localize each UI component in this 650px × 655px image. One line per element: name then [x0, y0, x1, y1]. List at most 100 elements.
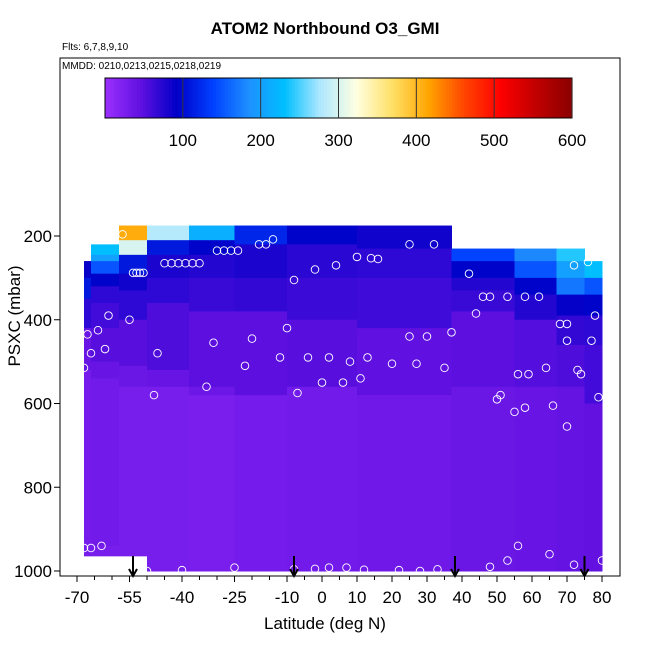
colorbar-segment	[469, 78, 474, 118]
colorbar-segment	[224, 78, 229, 118]
colorbar-segment	[151, 78, 156, 118]
colorbar-segment	[539, 78, 544, 118]
observation-point	[541, 363, 551, 373]
colorbar-segment	[309, 78, 313, 118]
colorbar-segment	[347, 78, 351, 118]
colorbar-segment	[207, 78, 211, 118]
colorbar-segment	[312, 78, 316, 118]
observation-point	[590, 311, 600, 320]
observation-point	[520, 292, 530, 301]
colorbar-segment	[335, 78, 340, 118]
observation-point	[83, 330, 92, 339]
colorbar-segment	[487, 78, 491, 118]
colorbar-segment	[163, 78, 167, 118]
heatmap-cell	[287, 244, 358, 279]
observation-point	[415, 566, 425, 576]
colorbar-segment	[218, 78, 223, 118]
heatmap-cell	[514, 386, 557, 572]
observation-point	[209, 338, 218, 348]
colorbar-segment	[548, 78, 553, 118]
heatmap-cell	[357, 395, 452, 572]
observation-point	[100, 344, 110, 354]
colorbar-segment	[370, 78, 375, 118]
observation-point	[457, 235, 467, 245]
observation-point	[331, 261, 341, 270]
colorbar-segment	[528, 78, 532, 118]
observation-point	[310, 265, 320, 274]
colorbar-segment	[361, 78, 366, 118]
colorbar-segment	[154, 78, 159, 118]
colorbar-segment	[283, 78, 287, 118]
observation-point	[597, 556, 607, 565]
observation-point	[342, 563, 351, 572]
colorbar-segment	[522, 78, 526, 118]
heatmap-cell	[119, 290, 148, 321]
observation-point	[324, 353, 334, 362]
colorbar-segment	[172, 78, 176, 118]
observation-point	[412, 359, 421, 368]
colorbar-segment	[183, 78, 188, 118]
colorbar-segment	[303, 78, 307, 118]
colorbar-segment	[504, 78, 509, 118]
colorbar-segment	[449, 78, 453, 118]
colorbar-segment	[475, 78, 480, 118]
colorbar-segment	[466, 78, 471, 118]
observation-point	[167, 258, 176, 268]
colorbar-segment	[391, 78, 395, 118]
observation-point	[139, 268, 148, 278]
heatmap-cell	[451, 311, 515, 388]
heatmap-cell	[451, 290, 515, 312]
heatmap-cell	[287, 225, 358, 245]
observation-point	[282, 323, 292, 333]
colorbar-segment	[212, 78, 217, 118]
colorbar-segment	[428, 78, 433, 118]
colorbar-segment	[420, 78, 424, 118]
heatmap-cell	[147, 370, 190, 388]
observation-point	[202, 382, 211, 392]
observation-point	[188, 258, 197, 268]
colorbar-segment	[166, 78, 170, 118]
colorbar-segment	[513, 78, 518, 118]
heatmap-cell	[234, 244, 288, 279]
heatmap-cell	[584, 315, 603, 346]
colorbar-segment	[201, 78, 205, 118]
colorbar-segment	[566, 78, 570, 118]
y-tick-label: 1000	[14, 562, 52, 581]
colorbar-segment	[385, 78, 389, 118]
observation-point	[142, 566, 152, 576]
observation-point	[338, 378, 348, 387]
colorbar-segment	[516, 78, 521, 118]
x-tick-label: 60	[523, 588, 542, 607]
colorbar-segment	[142, 78, 147, 118]
heatmap-cell	[147, 303, 190, 371]
colorbar-segment	[256, 78, 261, 118]
observation-point	[219, 246, 229, 255]
x-tick-label: 70	[558, 588, 577, 607]
colorbar-segment	[277, 78, 281, 118]
observation-point	[510, 407, 519, 417]
observation-point	[485, 562, 495, 572]
colorbar-segment	[440, 78, 445, 118]
heatmap-cell	[189, 240, 235, 256]
colorbar-segment	[437, 78, 442, 118]
colorbar-segment	[393, 78, 398, 118]
heatmap-cell	[119, 365, 148, 388]
colorbar-segment	[306, 78, 310, 118]
heatmap-cell	[189, 277, 235, 312]
observation-point	[394, 565, 404, 575]
colorbar-segment	[233, 78, 237, 118]
observation-point	[181, 258, 190, 268]
x-tick-label: -40	[170, 588, 195, 607]
observation-point	[289, 275, 299, 285]
colorbar-segment	[382, 78, 386, 118]
observation-point	[485, 292, 495, 301]
observation-point	[125, 315, 134, 325]
x-tick-label: 10	[348, 588, 367, 607]
heatmap-cell	[556, 294, 585, 317]
colorbar-segment	[329, 78, 334, 118]
colorbar-segment	[519, 78, 523, 118]
colorbar-segment	[452, 78, 456, 118]
observation-point	[233, 246, 243, 255]
observation-point	[373, 254, 383, 264]
